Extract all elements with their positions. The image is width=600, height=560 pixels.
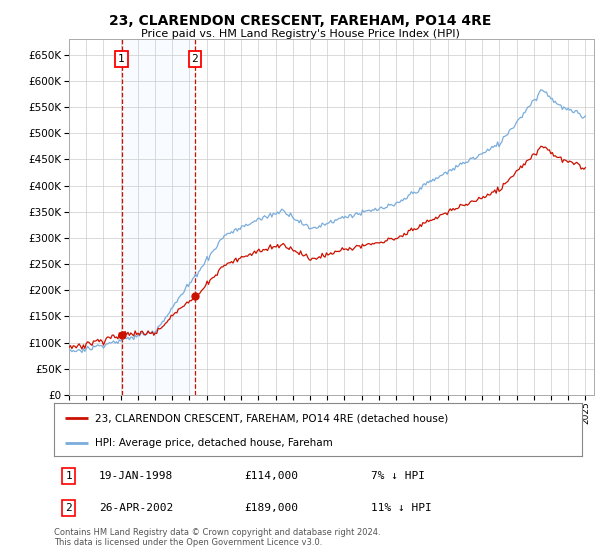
Text: 11% ↓ HPI: 11% ↓ HPI (371, 503, 431, 513)
Text: HPI: Average price, detached house, Fareham: HPI: Average price, detached house, Fare… (95, 438, 333, 448)
Text: 26-APR-2002: 26-APR-2002 (99, 503, 173, 513)
Text: 1: 1 (65, 471, 72, 481)
Text: Price paid vs. HM Land Registry's House Price Index (HPI): Price paid vs. HM Land Registry's House … (140, 29, 460, 39)
Text: 1: 1 (118, 54, 125, 64)
Text: 7% ↓ HPI: 7% ↓ HPI (371, 471, 425, 481)
Text: This data is licensed under the Open Government Licence v3.0.: This data is licensed under the Open Gov… (54, 538, 322, 547)
Text: £114,000: £114,000 (244, 471, 298, 481)
Text: £189,000: £189,000 (244, 503, 298, 513)
Text: 23, CLARENDON CRESCENT, FAREHAM, PO14 4RE (detached house): 23, CLARENDON CRESCENT, FAREHAM, PO14 4R… (95, 413, 448, 423)
Bar (121, 39, 195, 395)
Text: 23, CLARENDON CRESCENT, FAREHAM, PO14 4RE: 23, CLARENDON CRESCENT, FAREHAM, PO14 4R… (109, 14, 491, 28)
Text: 2: 2 (65, 503, 72, 513)
Text: 19-JAN-1998: 19-JAN-1998 (99, 471, 173, 481)
Text: 2: 2 (191, 54, 199, 64)
Text: Contains HM Land Registry data © Crown copyright and database right 2024.: Contains HM Land Registry data © Crown c… (54, 528, 380, 536)
